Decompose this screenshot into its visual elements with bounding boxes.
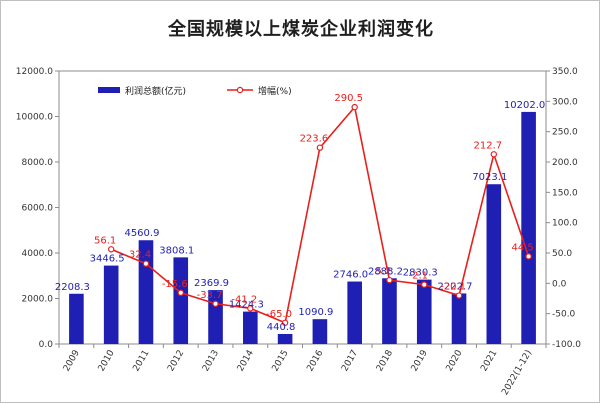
bar-data-label: 2222.7 — [438, 281, 473, 292]
line-data-label: 32.4 — [129, 250, 151, 261]
right-axis-tick-label: 350.0 — [552, 67, 578, 77]
right-axis-tick-label: -100.0 — [552, 340, 581, 350]
right-axis-tick-label: 250.0 — [552, 128, 578, 138]
line-data-label: 290.5 — [334, 93, 363, 104]
chart-title: 全国规模以上煤炭企业利润变化 — [168, 19, 434, 40]
bar-data-label: 1424.3 — [229, 300, 264, 311]
left-axis-tick-label: 0.0 — [39, 340, 54, 350]
x-axis-tick-label: 2013 — [201, 349, 221, 374]
bar — [382, 278, 397, 344]
left-axis-tick-label: 10000.0 — [16, 113, 53, 123]
x-axis-tick-label: 2019 — [410, 348, 430, 373]
growth-marker — [525, 253, 532, 260]
right-axis-tick-label: 100.0 — [552, 219, 578, 229]
x-axis-tick-label: 2015 — [271, 349, 291, 374]
legend-bar-swatch — [98, 87, 120, 93]
right-axis-tick-label: 50.0 — [552, 249, 572, 259]
bar — [277, 333, 293, 344]
line-data-label: 223.6 — [300, 134, 329, 145]
x-axis-tick-label: 2012 — [166, 349, 186, 374]
line-data-label: -2.1 — [408, 271, 428, 282]
line-data-label: 44.5 — [511, 242, 533, 253]
bar — [416, 279, 432, 344]
growth-marker — [281, 319, 289, 326]
x-axis-tick-label: 2020 — [445, 348, 465, 373]
bar — [486, 184, 502, 344]
growth-marker — [351, 103, 358, 111]
left-axis-tick-label: 6000.0 — [22, 204, 54, 214]
x-axis-tick-label: 2017 — [340, 349, 360, 374]
right-axis-tick-label: 150.0 — [552, 188, 578, 198]
bar — [103, 265, 119, 344]
line-data-label: -20.1 — [440, 282, 466, 293]
x-axis-tick-label: 2018 — [375, 348, 395, 373]
bar — [451, 293, 467, 344]
bar-data-label: 2830.3 — [403, 268, 438, 279]
right-axis-tick-label: -50.0 — [552, 310, 576, 320]
legend-line-marker — [236, 86, 244, 94]
bar — [173, 257, 189, 344]
left-axis-tick-label: 12000.0 — [16, 67, 53, 77]
left-axis-tick-label: 4000.0 — [22, 249, 54, 259]
bar — [521, 111, 536, 344]
bar — [312, 319, 328, 344]
right-axis-tick-label: 300.0 — [552, 97, 578, 107]
line-data-label: -15.6 — [162, 279, 188, 290]
line-data-label: -65.0 — [266, 309, 292, 320]
x-axis-tick-label: 2014 — [236, 348, 256, 373]
growth-marker — [177, 289, 184, 296]
growth-marker — [455, 292, 463, 299]
growth-marker — [421, 281, 428, 288]
line-data-label: -33.7 — [197, 290, 223, 301]
bar — [69, 293, 84, 344]
growth-marker — [107, 246, 115, 253]
growth-marker — [386, 276, 393, 284]
bar-data-label: 3808.1 — [159, 245, 194, 256]
line-data-label: 56.1 — [94, 235, 116, 246]
x-axis-tick-label: 2010 — [97, 348, 117, 373]
bar-data-label: 3446.5 — [90, 254, 125, 265]
bar-data-label: 2208.3 — [55, 282, 90, 293]
right-axis-tick-label: 0.0 — [552, 279, 567, 289]
growth-marker — [212, 300, 219, 307]
x-axis-tick-label: 2011 — [131, 349, 151, 374]
legend-bar-label: 利润总额(亿元) — [125, 85, 186, 97]
bar-data-label: 440.8 — [267, 322, 296, 333]
line-data-label: 212.7 — [474, 140, 503, 151]
growth-marker — [490, 151, 498, 158]
bar — [243, 311, 258, 344]
bar-data-label: 1090.9 — [298, 307, 333, 318]
x-axis-tick-label: 2021 — [479, 348, 499, 373]
bar-data-label: 4560.9 — [124, 228, 159, 239]
growth-marker — [316, 144, 324, 151]
x-axis-tick-label: 2022(1-12) — [500, 349, 534, 398]
line-data-label: -41.2 — [231, 294, 257, 305]
bar-data-label: 2888.2 — [368, 266, 403, 277]
bar — [347, 281, 362, 344]
left-axis-tick-label: 8000.0 — [22, 158, 54, 168]
bar-data-label: 7023.1 — [472, 172, 507, 183]
line-data-label: 5.2 — [376, 266, 392, 277]
growth-marker — [142, 260, 150, 267]
left-axis-tick-label: 2000.0 — [22, 295, 54, 305]
legend-line-label: 增幅(%) — [258, 85, 292, 97]
bar-data-label: 10202.0 — [504, 100, 545, 111]
bar-data-label: 2369.9 — [194, 278, 229, 289]
right-axis-tick-label: 200.0 — [552, 158, 578, 168]
growth-marker — [247, 305, 254, 312]
x-axis-tick-label: 2009 — [62, 348, 82, 373]
bar-data-label: 2746.0 — [333, 270, 368, 281]
plot-area — [58, 70, 547, 345]
x-axis-tick-label: 2016 — [305, 348, 325, 373]
